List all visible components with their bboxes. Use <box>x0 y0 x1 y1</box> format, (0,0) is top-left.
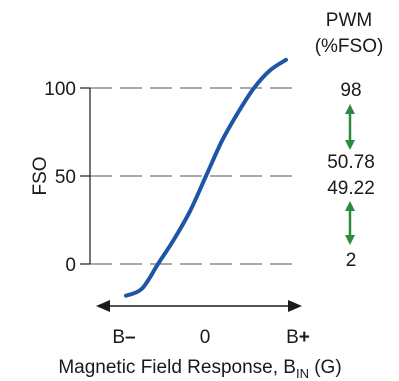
right-axis-title-line2: (%FSO) <box>315 36 384 57</box>
x-axis-left-arrowhead <box>96 300 110 312</box>
upper-range-arrow-head-up <box>345 104 355 114</box>
lower-range-arrow-head-up <box>345 201 355 211</box>
pwm-label-98: 98 <box>340 80 361 101</box>
x-tick-label-0: B– <box>112 327 135 348</box>
pwm-label-49.22: 49.22 <box>327 178 375 199</box>
x-axis-title: Magnetic Field Response, BIN (G) <box>58 357 341 381</box>
lower-range-arrow-head-down <box>345 235 355 245</box>
y-tick-label-50: 50 <box>55 167 76 188</box>
x-tick-label-1: 0 <box>200 327 211 348</box>
pwm-label-50.78: 50.78 <box>327 152 375 173</box>
x-tick-label-2: B+ <box>286 327 310 348</box>
pwm-label-2: 2 <box>346 250 357 271</box>
x-axis-right-arrowhead <box>288 300 302 312</box>
upper-range-arrow-head-down <box>345 140 355 150</box>
right-axis-title-line1: PWM <box>326 10 372 31</box>
y-axis-title: FSO <box>30 156 51 195</box>
y-tick-label-0: 0 <box>65 255 76 276</box>
y-tick-label-100: 100 <box>44 79 76 100</box>
response-curve <box>124 57 288 298</box>
